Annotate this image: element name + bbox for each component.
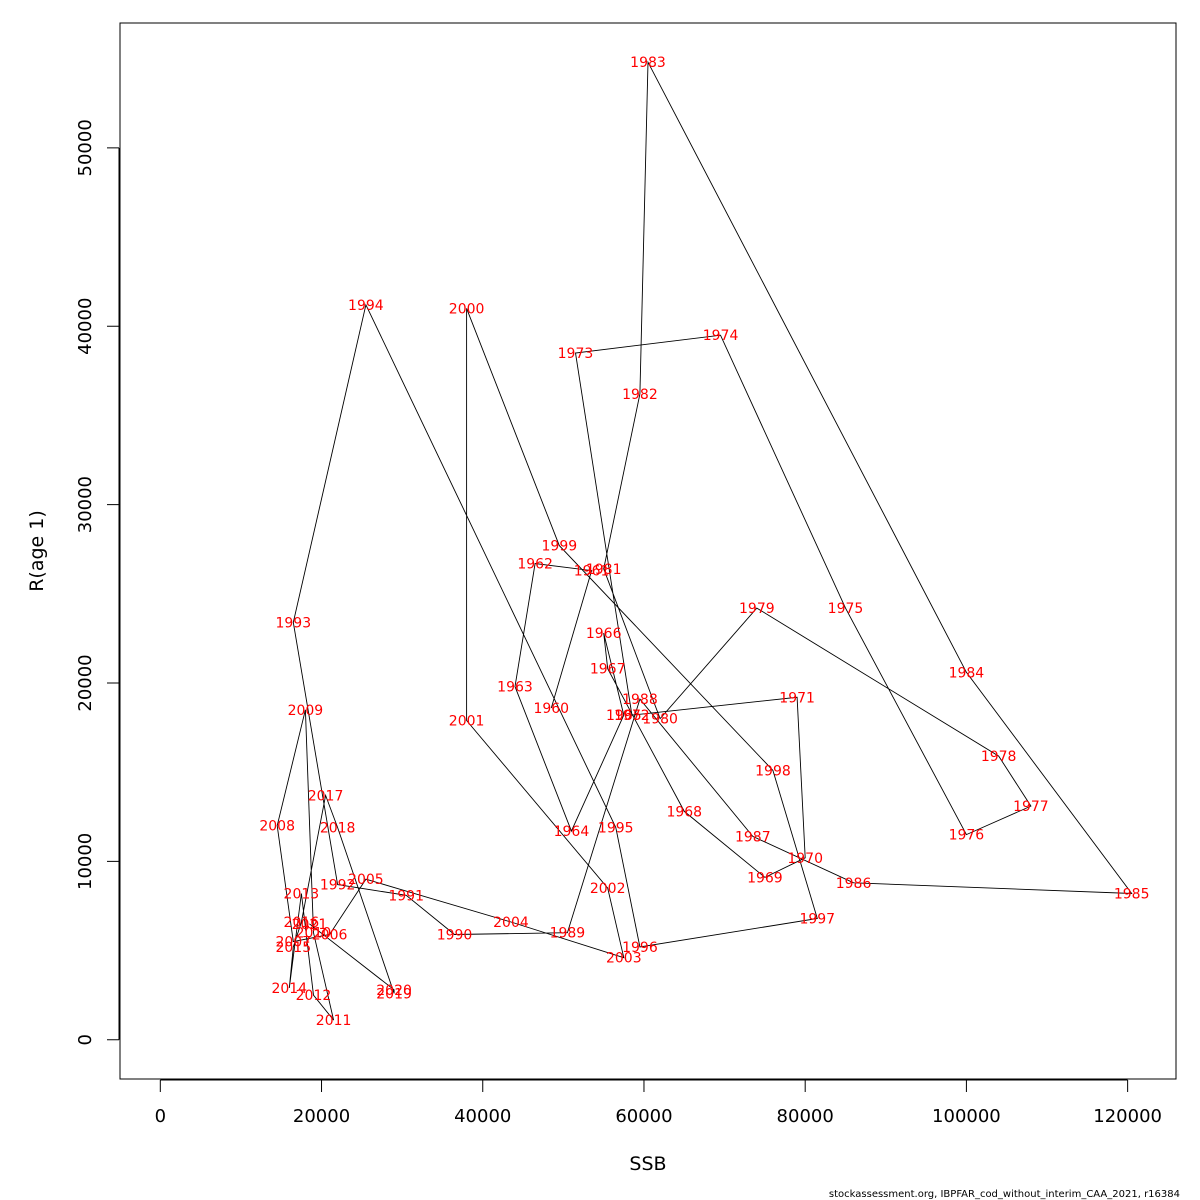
point-label-1989: 1989 bbox=[550, 926, 586, 942]
point-label-2014: 2014 bbox=[271, 981, 307, 997]
point-label-2005: 2005 bbox=[348, 872, 384, 888]
point-label-2003: 2003 bbox=[606, 951, 642, 967]
y-tick-label: 50000 bbox=[75, 119, 96, 176]
point-label-1990: 1990 bbox=[437, 928, 473, 944]
point-label-1966: 1966 bbox=[586, 626, 622, 642]
x-tick-label: 80000 bbox=[777, 1106, 834, 1127]
x-tick-label: 100000 bbox=[932, 1106, 1001, 1127]
point-label-1977: 1977 bbox=[1013, 799, 1049, 815]
y-tick-label: 20000 bbox=[75, 654, 96, 711]
point-label-1973: 1973 bbox=[558, 346, 594, 362]
point-label-1986: 1986 bbox=[836, 876, 872, 892]
point-label-1967: 1967 bbox=[590, 662, 626, 678]
point-label-1974: 1974 bbox=[703, 328, 739, 344]
y-tick-label: 40000 bbox=[75, 298, 96, 355]
point-label-2010: 2010 bbox=[296, 926, 332, 942]
plot-frame bbox=[119, 22, 1177, 1080]
point-label-1985: 1985 bbox=[1114, 886, 1150, 902]
point-label-2001: 2001 bbox=[449, 713, 485, 729]
point-label-2007: 2007 bbox=[275, 935, 311, 951]
point-label-1965: 1965 bbox=[606, 708, 642, 724]
point-label-1970: 1970 bbox=[787, 851, 823, 867]
point-label-1962: 1962 bbox=[517, 556, 553, 572]
y-axis: 0 10000 20000 30000 40000 50000 bbox=[75, 119, 120, 1045]
y-tick-label: 30000 bbox=[75, 476, 96, 533]
point-label-1995: 1995 bbox=[598, 820, 634, 836]
point-label-1998: 1998 bbox=[755, 763, 791, 779]
point-label-2009: 2009 bbox=[288, 703, 324, 719]
point-label-1982: 1982 bbox=[622, 387, 658, 403]
point-label-2013: 2013 bbox=[284, 886, 320, 902]
point-label-1991: 1991 bbox=[388, 888, 424, 904]
x-tick-label: 40000 bbox=[454, 1106, 511, 1127]
x-tick-label: 60000 bbox=[615, 1106, 672, 1127]
point-label-2017: 2017 bbox=[308, 788, 344, 804]
point-label-1994: 1994 bbox=[348, 298, 384, 314]
point-label-1983: 1983 bbox=[630, 55, 666, 71]
point-label-2004: 2004 bbox=[493, 915, 529, 931]
point-label-2021: 2021 bbox=[292, 917, 328, 933]
y-tick-label: 10000 bbox=[75, 833, 96, 890]
point-label-1980: 1980 bbox=[642, 712, 678, 728]
point-label-2000: 2000 bbox=[449, 301, 485, 317]
point-label-2008: 2008 bbox=[259, 819, 295, 835]
point-label-1968: 1968 bbox=[666, 804, 702, 820]
y-axis-title: R(age 1) bbox=[26, 510, 48, 592]
point-label-1978: 1978 bbox=[981, 749, 1017, 765]
y-tick-label: 0 bbox=[75, 1034, 96, 1045]
point-label-1988: 1988 bbox=[622, 692, 658, 708]
point-label-1987: 1987 bbox=[735, 829, 771, 845]
point-labels: 1960 1961 1962 1963 1964 1965 1966 1967 1968 1969… bbox=[259, 55, 1149, 1029]
point-label-1984: 1984 bbox=[949, 665, 985, 681]
point-label-2020: 2020 bbox=[376, 983, 412, 999]
point-label-1996: 1996 bbox=[622, 940, 658, 956]
point-label-1993: 1993 bbox=[275, 615, 311, 631]
point-label-1964: 1964 bbox=[554, 824, 590, 840]
point-label-1972: 1972 bbox=[614, 708, 650, 724]
point-label-2012: 2012 bbox=[296, 988, 332, 1004]
point-label-1969: 1969 bbox=[747, 870, 783, 886]
point-label-1976: 1976 bbox=[949, 828, 985, 844]
point-label-1961: 1961 bbox=[574, 564, 610, 580]
point-label-2011: 2011 bbox=[316, 1013, 352, 1029]
point-label-2002: 2002 bbox=[590, 881, 626, 897]
point-label-2019: 2019 bbox=[376, 986, 412, 1002]
point-label-1975: 1975 bbox=[828, 601, 864, 617]
x-tick-label: 20000 bbox=[293, 1106, 350, 1127]
point-label-2016: 2016 bbox=[284, 915, 320, 931]
point-label-2006: 2006 bbox=[312, 928, 348, 944]
point-label-1992: 1992 bbox=[320, 878, 356, 894]
x-axis: 0 20000 40000 60000 80000 100000 120000 bbox=[155, 1079, 1162, 1127]
x-tick-label: 0 bbox=[155, 1106, 166, 1127]
point-label-1979: 1979 bbox=[739, 601, 775, 617]
point-label-1999: 1999 bbox=[542, 539, 578, 555]
point-label-1981: 1981 bbox=[586, 562, 622, 578]
point-label-1997: 1997 bbox=[799, 911, 835, 927]
series-line bbox=[276, 60, 1133, 1021]
point-label-2018: 2018 bbox=[320, 820, 356, 836]
credit-text: stockassessment.org, IBPFAR_cod_without_… bbox=[829, 1189, 1180, 1200]
point-label-1971: 1971 bbox=[779, 690, 815, 706]
point-label-1963: 1963 bbox=[497, 680, 533, 696]
point-label-1960: 1960 bbox=[533, 701, 569, 717]
point-label-2015: 2015 bbox=[275, 940, 311, 956]
x-tick-label: 120000 bbox=[1093, 1106, 1162, 1127]
x-axis-title: SSB bbox=[629, 1153, 666, 1175]
